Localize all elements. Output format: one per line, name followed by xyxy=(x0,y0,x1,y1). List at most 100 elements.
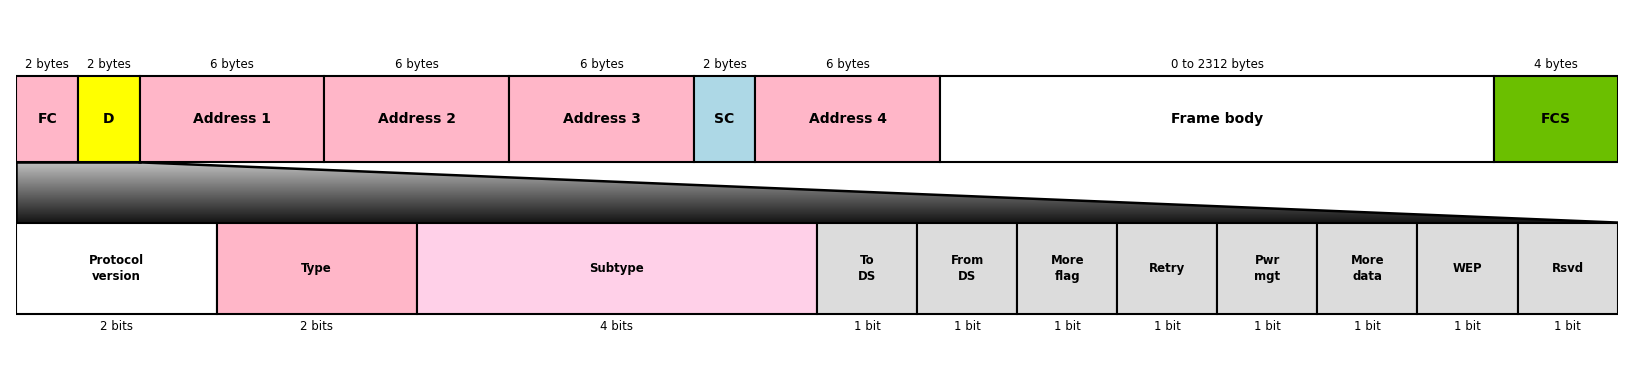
Polygon shape xyxy=(16,202,1150,203)
Text: Protocol
version: Protocol version xyxy=(88,254,144,283)
Text: SC: SC xyxy=(714,112,735,126)
Bar xyxy=(1016,223,1118,314)
Bar xyxy=(139,76,324,163)
Polygon shape xyxy=(16,206,1248,208)
Text: 1 bit: 1 bit xyxy=(1253,320,1281,333)
Bar xyxy=(1518,223,1618,314)
Text: 1 bit: 1 bit xyxy=(1054,320,1080,333)
Polygon shape xyxy=(16,220,1569,221)
Text: More
flag: More flag xyxy=(1051,254,1083,283)
Polygon shape xyxy=(16,190,855,191)
Text: 2 bits: 2 bits xyxy=(301,320,333,333)
Bar xyxy=(16,76,78,163)
Text: More
data: More data xyxy=(1351,254,1384,283)
Polygon shape xyxy=(16,195,977,197)
Text: 0 to 2312 bytes: 0 to 2312 bytes xyxy=(1172,58,1263,71)
Text: 2 bits: 2 bits xyxy=(100,320,132,333)
Text: 1 bit: 1 bit xyxy=(853,320,881,333)
Text: Rsvd: Rsvd xyxy=(1552,262,1583,274)
Polygon shape xyxy=(16,205,1224,206)
Text: Pwr
mgt: Pwr mgt xyxy=(1255,254,1281,283)
Polygon shape xyxy=(16,179,583,180)
Text: 4 bits: 4 bits xyxy=(600,320,634,333)
Bar xyxy=(940,76,1495,163)
Polygon shape xyxy=(16,188,804,190)
Polygon shape xyxy=(16,214,1444,216)
Text: 1 bit: 1 bit xyxy=(1355,320,1381,333)
Text: D: D xyxy=(103,112,114,126)
Text: To
DS: To DS xyxy=(858,254,876,283)
Polygon shape xyxy=(16,171,386,172)
Text: 1 bit: 1 bit xyxy=(1554,320,1582,333)
Polygon shape xyxy=(16,164,214,165)
Polygon shape xyxy=(16,197,1002,198)
Polygon shape xyxy=(16,221,1618,223)
Polygon shape xyxy=(16,216,1471,217)
Polygon shape xyxy=(16,187,779,188)
Bar xyxy=(817,223,917,314)
Polygon shape xyxy=(16,169,337,171)
Bar xyxy=(1495,76,1618,163)
Text: From
DS: From DS xyxy=(951,254,984,283)
Bar xyxy=(1418,223,1518,314)
Polygon shape xyxy=(16,219,1544,220)
Bar xyxy=(917,223,1016,314)
Text: 2 bytes: 2 bytes xyxy=(25,58,69,71)
Text: 1 bit: 1 bit xyxy=(1154,320,1181,333)
Polygon shape xyxy=(16,212,1371,213)
Text: 6 bytes: 6 bytes xyxy=(209,58,253,71)
Bar xyxy=(78,76,139,163)
Polygon shape xyxy=(16,203,1175,205)
Bar xyxy=(417,223,817,314)
Text: 2 bytes: 2 bytes xyxy=(703,58,747,71)
Bar xyxy=(1217,223,1317,314)
Bar xyxy=(755,76,940,163)
Polygon shape xyxy=(16,176,510,178)
Text: WEP: WEP xyxy=(1453,262,1482,274)
Polygon shape xyxy=(16,198,1051,199)
Text: 1 bit: 1 bit xyxy=(1454,320,1480,333)
Text: 6 bytes: 6 bytes xyxy=(395,58,438,71)
Polygon shape xyxy=(16,186,755,187)
Text: Frame body: Frame body xyxy=(1172,112,1263,126)
Text: 2 bytes: 2 bytes xyxy=(87,58,131,71)
Bar xyxy=(16,223,216,314)
Polygon shape xyxy=(16,209,1322,210)
Text: 1 bit: 1 bit xyxy=(954,320,980,333)
Polygon shape xyxy=(16,213,1420,214)
Polygon shape xyxy=(16,194,953,195)
Bar xyxy=(694,76,755,163)
Text: 4 bytes: 4 bytes xyxy=(1534,58,1578,71)
Text: FCS: FCS xyxy=(1541,112,1570,126)
Bar xyxy=(1317,223,1418,314)
Bar xyxy=(324,76,510,163)
Polygon shape xyxy=(16,180,608,182)
Polygon shape xyxy=(16,199,1075,201)
Text: Address 1: Address 1 xyxy=(193,112,271,126)
Polygon shape xyxy=(16,183,681,184)
Text: 6 bytes: 6 bytes xyxy=(825,58,869,71)
Polygon shape xyxy=(16,168,312,169)
Polygon shape xyxy=(16,165,239,167)
Text: Subtype: Subtype xyxy=(590,262,644,274)
Text: Address 2: Address 2 xyxy=(377,112,456,126)
Polygon shape xyxy=(16,201,1100,202)
Text: Retry: Retry xyxy=(1149,262,1185,274)
Polygon shape xyxy=(16,193,904,194)
Polygon shape xyxy=(16,208,1273,209)
Polygon shape xyxy=(16,163,190,164)
Polygon shape xyxy=(16,172,410,173)
Polygon shape xyxy=(16,167,288,168)
Bar xyxy=(510,76,694,163)
Polygon shape xyxy=(16,210,1346,212)
Polygon shape xyxy=(16,163,1618,223)
Polygon shape xyxy=(16,175,484,176)
Polygon shape xyxy=(16,184,706,186)
Bar xyxy=(1118,223,1217,314)
Text: Address 3: Address 3 xyxy=(562,112,641,126)
Text: Type: Type xyxy=(301,262,332,274)
Polygon shape xyxy=(16,178,559,179)
Polygon shape xyxy=(16,191,879,193)
Bar xyxy=(216,223,417,314)
Text: FC: FC xyxy=(38,112,57,126)
